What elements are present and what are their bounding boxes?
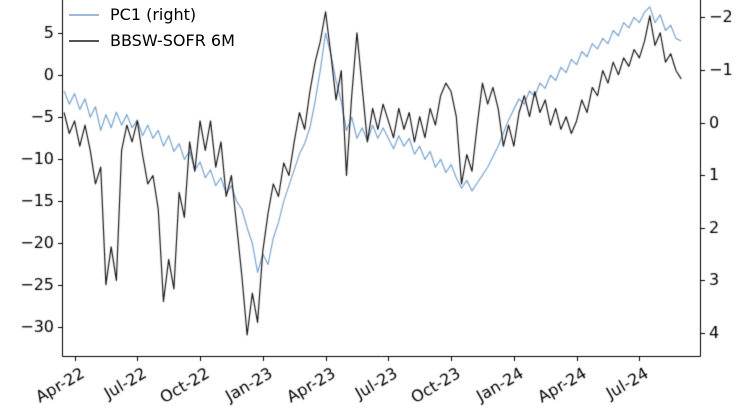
legend-label-pc1: PC1 (right) xyxy=(110,5,197,24)
bbsw-sofr-line-sample-icon xyxy=(69,40,99,42)
legend-item-pc1: PC1 (right) xyxy=(68,2,235,28)
legend-label-bbsw-sofr: BBSW-SOFR 6M xyxy=(110,31,235,50)
chart-legend: PC1 (right) BBSW-SOFR 6M xyxy=(68,2,235,54)
legend-item-bbsw-sofr: BBSW-SOFR 6M xyxy=(68,28,235,54)
pc1-line-sample-icon xyxy=(69,14,99,16)
